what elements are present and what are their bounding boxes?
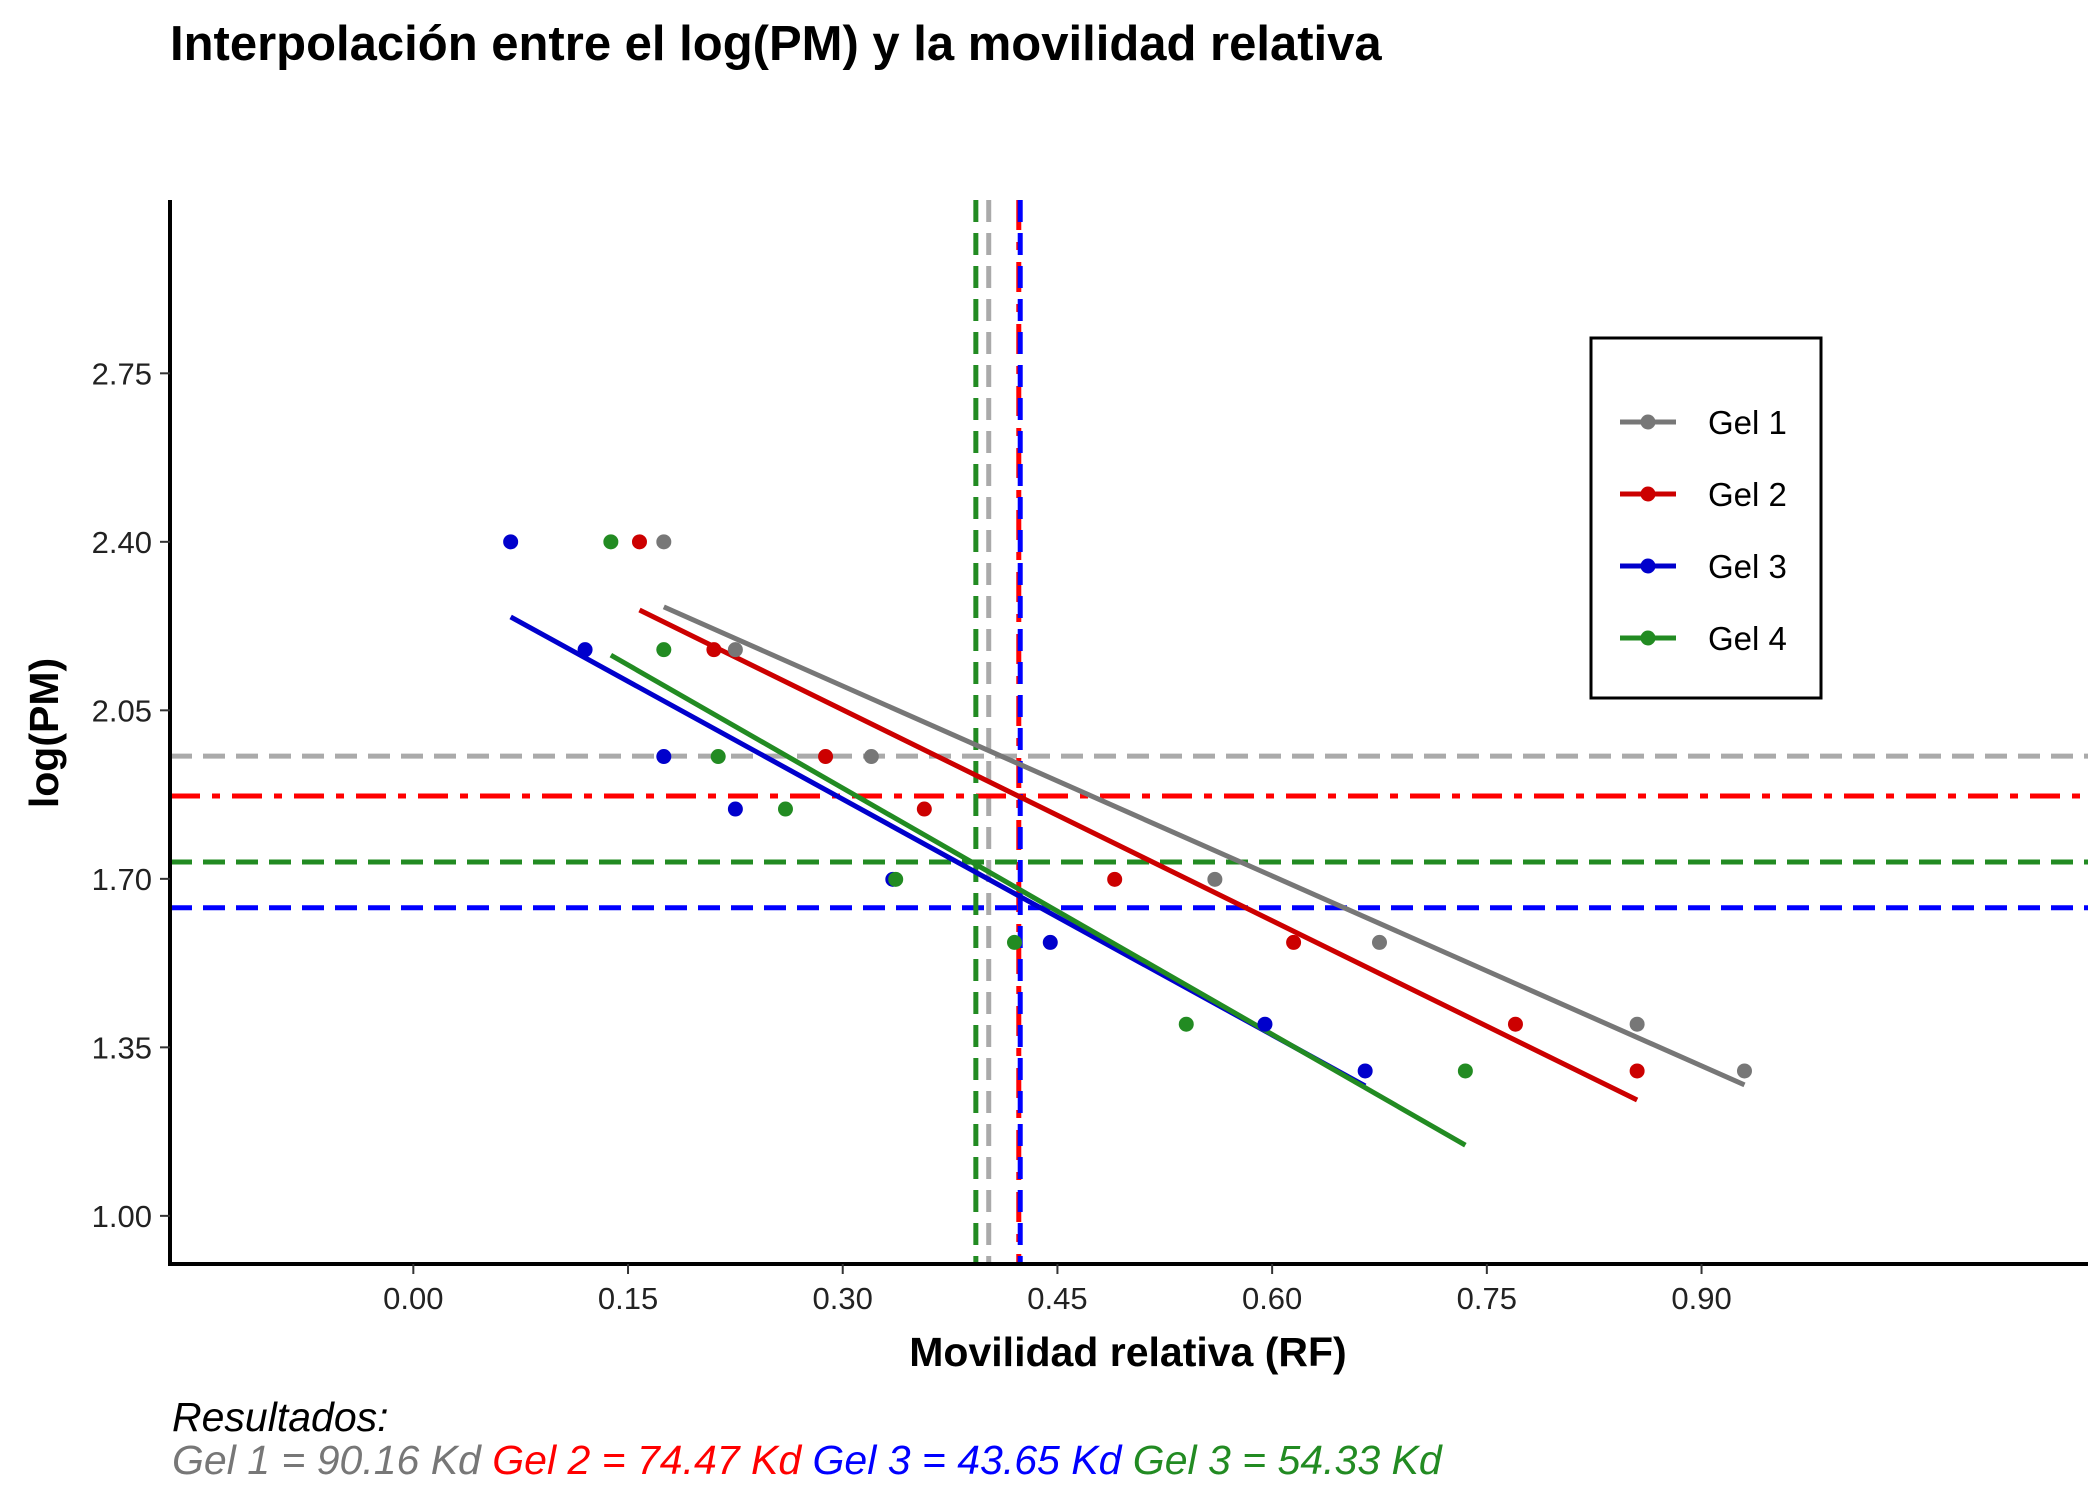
point-gel2-2	[706, 642, 722, 658]
point-gel3-1	[503, 534, 519, 550]
caption-results: Gel 1 = 90.16 Kd Gel 2 = 74.47 Kd Gel 3 …	[172, 1437, 1443, 1483]
guide-lines	[170, 200, 2088, 1264]
point-gel4-3	[710, 749, 726, 765]
legend-key-dot	[1640, 630, 1656, 646]
point-gel4-7	[1178, 1016, 1194, 1032]
fit-line-1	[662, 604, 1746, 1088]
y-tick-label: 2.05	[92, 693, 152, 728]
point-gel3-8	[1357, 1063, 1373, 1079]
point-gel4-8	[1457, 1063, 1473, 1079]
caption-heading: Resultados:	[172, 1394, 389, 1440]
point-gel2-4	[916, 801, 932, 817]
point-gel1-6	[1629, 1016, 1645, 1032]
legend-key-dot	[1640, 486, 1656, 502]
result-gel-3: Gel 3 = 43.65 Kd	[801, 1437, 1122, 1483]
point-gel4-4	[777, 801, 793, 817]
legend-key-dot	[1640, 414, 1656, 430]
fit-line-2	[638, 607, 1639, 1103]
point-gel2-3	[818, 749, 834, 765]
x-tick-label: 0.45	[1027, 1281, 1087, 1316]
point-gel4-5	[888, 871, 904, 887]
point-gel3-3	[656, 749, 672, 765]
point-gel3-2	[577, 642, 593, 658]
y-tick-label: 1.35	[92, 1030, 152, 1065]
point-gel4-6	[1006, 934, 1022, 950]
legend-label-gel-4: Gel 4	[1708, 620, 1787, 657]
y-tick-label: 1.00	[92, 1199, 152, 1234]
x-tick-label: 0.00	[383, 1281, 443, 1316]
legend-label-gel-2: Gel 2	[1708, 476, 1787, 513]
y-axis-title: log(PM)	[21, 658, 67, 808]
x-tick-label: 0.90	[1671, 1281, 1731, 1316]
data-points	[503, 534, 1752, 1079]
fit-line-4	[609, 652, 1467, 1148]
point-gel4-2	[656, 642, 672, 658]
result-gel-4: Gel 3 = 54.33 Kd	[1121, 1437, 1442, 1483]
x-axis-title: Movilidad relativa (RF)	[909, 1329, 1346, 1375]
point-gel4-1	[603, 534, 619, 550]
x-axis-ticks: 0.00 0.15 0.30 0.45 0.60 0.75 0.90	[383, 1264, 1732, 1316]
point-gel3-7	[1257, 1016, 1273, 1032]
legend-key-dot	[1640, 558, 1656, 574]
result-gel-2: Gel 2 = 74.47 Kd	[481, 1437, 802, 1483]
point-gel2-7	[1507, 1016, 1523, 1032]
x-tick-label: 0.15	[598, 1281, 658, 1316]
point-gel3-4	[727, 801, 743, 817]
y-tick-label: 1.70	[92, 862, 152, 897]
x-tick-label: 0.75	[1457, 1281, 1517, 1316]
y-tick-label: 2.40	[92, 525, 152, 560]
x-tick-label: 0.60	[1242, 1281, 1302, 1316]
y-tick-label: 2.75	[92, 356, 152, 391]
point-gel2-6	[1286, 934, 1302, 950]
point-gel1-2	[727, 642, 743, 658]
point-gel1-5	[1371, 934, 1387, 950]
point-gel1-1	[656, 534, 672, 550]
point-gel2-8	[1629, 1063, 1645, 1079]
point-gel2-1	[631, 534, 647, 550]
legend-label-gel-1: Gel 1	[1708, 404, 1787, 441]
point-gel1-7	[1736, 1063, 1752, 1079]
point-gel1-4	[1207, 871, 1223, 887]
legend-label-gel-3: Gel 3	[1708, 548, 1787, 585]
legend: Gel 1 Gel 2 Gel 3 Gel 4	[1589, 336, 1823, 700]
chart-title: Interpolación entre el log(PM) y la movi…	[170, 17, 1382, 71]
point-gel1-3	[863, 749, 879, 765]
point-gel3-6	[1042, 934, 1058, 950]
y-axis-ticks: 1.00 1.35 1.70 2.05 2.40 2.75	[92, 356, 170, 1234]
fit-lines	[509, 604, 1746, 1148]
result-gel-1: Gel 1 = 90.16 Kd	[172, 1437, 482, 1483]
point-gel2-5	[1107, 871, 1123, 887]
x-tick-label: 0.30	[813, 1281, 873, 1316]
